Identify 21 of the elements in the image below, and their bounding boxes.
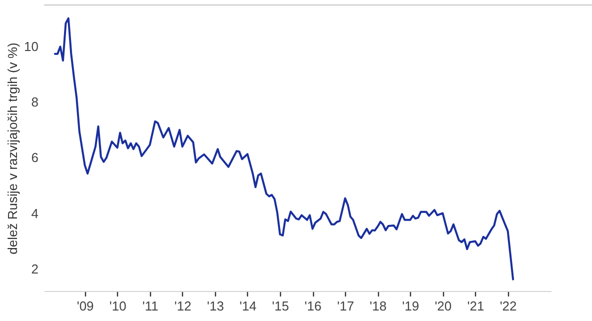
y-tick-label: 8 [31, 94, 38, 110]
x-tick-label: '20 [434, 298, 452, 314]
x-tick-label: '19 [402, 298, 420, 314]
x-tick-label: '15 [272, 298, 289, 314]
x-tick-label: '16 [304, 298, 322, 314]
x-tick-label: '14 [240, 298, 256, 314]
y-axis-title: delež Rusije v razvijajočih trgih (v %) [5, 42, 20, 254]
x-tick-label: '22 [500, 298, 517, 314]
line-series [54, 17, 514, 280]
x-tick-label: '11 [142, 298, 158, 314]
y-tick-label: 6 [31, 150, 38, 166]
y-tick-label: 4 [31, 206, 38, 221]
x-tick-label: '10 [109, 298, 126, 314]
x-tick-label: '21 [467, 298, 484, 314]
x-tick-label: '12 [174, 298, 192, 314]
x-tick-label: '09 [76, 298, 94, 314]
y-tick-label: 10 [24, 39, 38, 54]
x-tick-label: '18 [370, 298, 387, 314]
x-tick-label: '17 [337, 298, 354, 314]
x-tick-label: '13 [206, 298, 224, 314]
y-tick-label: 2 [31, 261, 38, 276]
